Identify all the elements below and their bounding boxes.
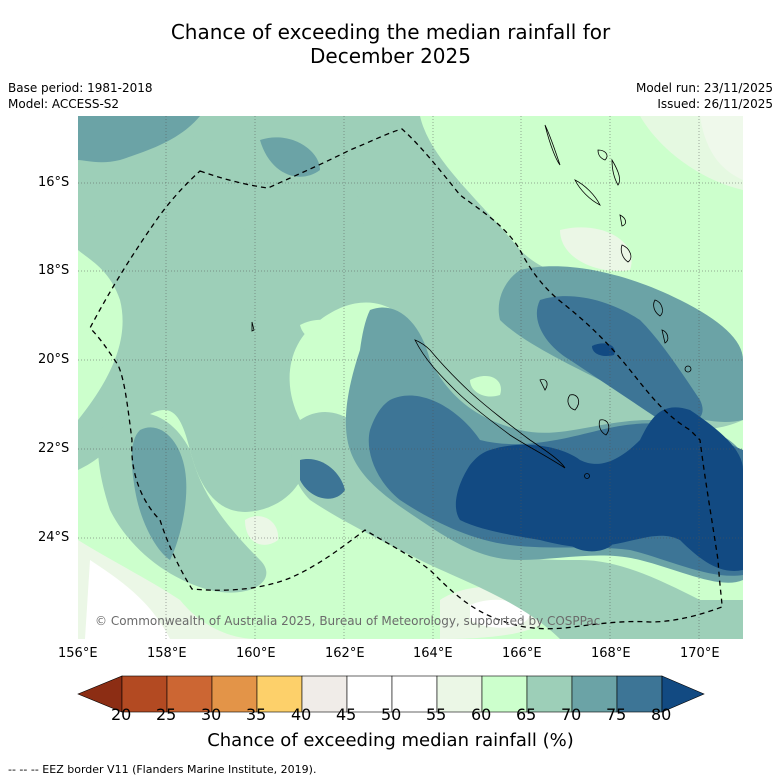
contour-75-80-patch xyxy=(300,459,345,499)
colorbar-label: Chance of exceeding median rainfall (%) xyxy=(207,730,574,751)
cb-tick-55: 55 xyxy=(426,705,447,724)
contour-65-70-south xyxy=(291,411,743,639)
contour-60-65-patch-2 xyxy=(470,375,501,397)
lon-tick-170e: 170°E xyxy=(680,646,720,661)
lon-tick-164e: 164°E xyxy=(413,646,453,661)
vanuatu-aneityum xyxy=(661,329,669,344)
colorbar-20-25 xyxy=(121,675,168,713)
contour-65-70-north xyxy=(78,127,365,253)
issued-date: Issued: 26/11/2025 xyxy=(657,97,773,111)
colorbar-35-40 xyxy=(256,675,303,713)
coastlines xyxy=(251,124,692,479)
new-caledonia-coast xyxy=(414,339,566,469)
contour-70-75-north xyxy=(260,137,320,177)
vanuatu-north xyxy=(544,124,561,166)
contour-60-65-patch-3 xyxy=(300,319,345,342)
cb-tick-60: 60 xyxy=(471,705,492,724)
contour-80-plus-patch xyxy=(592,343,615,356)
lon-tick-168e: 168°E xyxy=(591,646,631,661)
loyalty-island-2 xyxy=(567,394,580,411)
colorbar-75-80 xyxy=(616,675,663,713)
colorbar-30-35 xyxy=(211,675,258,713)
contour-60-65-patch xyxy=(330,358,356,387)
vanuatu-south-islet xyxy=(653,299,663,317)
eez-border xyxy=(89,128,723,630)
lat-tick-20s: 20°S xyxy=(38,352,70,367)
colorbar-extend-high xyxy=(661,675,705,713)
cb-tick-50: 50 xyxy=(381,705,402,724)
cb-tick-70: 70 xyxy=(561,705,582,724)
lat-tick-24s: 24°S xyxy=(38,530,70,545)
contour-70-75-west xyxy=(131,427,187,560)
lat-tick-22s: 22°S xyxy=(38,441,70,456)
lat-tick-18s: 18°S xyxy=(38,263,70,278)
cb-tick-35: 35 xyxy=(246,705,267,724)
colorbar-65-70 xyxy=(526,675,573,713)
cb-tick-20: 20 xyxy=(111,705,132,724)
vanuatu-islet-1 xyxy=(597,149,608,161)
vanuatu-santo xyxy=(574,179,601,206)
vanuatu-tanna xyxy=(620,244,632,263)
islet-east xyxy=(684,365,692,373)
contour-50-55-south xyxy=(470,599,530,628)
lon-tick-166e: 166°E xyxy=(502,646,542,661)
lon-tick-156e: 156°E xyxy=(58,646,98,661)
cb-tick-80: 80 xyxy=(651,705,672,724)
contour-50-55-sw xyxy=(85,560,170,639)
map-title-line1: Chance of exceeding the median rainfall … xyxy=(170,20,611,44)
cb-tick-65: 65 xyxy=(516,705,537,724)
contour-55-60-patch xyxy=(245,516,279,545)
colorbar-70-75 xyxy=(571,675,618,713)
eez-footnote: -- -- -- EEZ border V11 (Flanders Marine… xyxy=(8,763,317,776)
islet-chesterfield xyxy=(251,321,255,332)
base-period: Base period: 1981-2018 xyxy=(8,81,153,95)
islet-isle-of-pines xyxy=(584,473,590,479)
contour-55-60-ne xyxy=(640,116,743,190)
vanuatu-efate xyxy=(619,214,626,227)
copyright-notice: © Commonwealth of Australia 2025, Bureau… xyxy=(95,614,601,628)
contour-70-75-nw xyxy=(78,116,200,163)
colorbar-25-30 xyxy=(166,675,213,713)
probability-contours xyxy=(78,116,743,639)
vanuatu-malekula xyxy=(611,158,620,186)
lon-tick-160e: 160°E xyxy=(236,646,276,661)
model-run: Model run: 23/11/2025 xyxy=(635,81,773,95)
colorbar xyxy=(77,675,705,713)
contour-75-80-ne xyxy=(536,296,703,424)
colorbar-50-55 xyxy=(391,675,438,713)
cb-tick-25: 25 xyxy=(156,705,177,724)
colorbar-40-45 xyxy=(301,675,348,713)
loyalty-island-1 xyxy=(539,379,548,391)
cb-tick-30: 30 xyxy=(201,705,222,724)
cb-tick-75: 75 xyxy=(606,705,627,724)
loyalty-island-3 xyxy=(598,419,610,436)
lon-tick-158e: 158°E xyxy=(147,646,187,661)
map-title-line2: December 2025 xyxy=(310,44,471,68)
cb-tick-45: 45 xyxy=(336,705,357,724)
graticule xyxy=(78,116,743,639)
contour-80-plus xyxy=(455,407,743,571)
lat-tick-16s: 16°S xyxy=(38,175,70,190)
colorbar-45-50 xyxy=(346,675,393,713)
cb-tick-40: 40 xyxy=(291,705,312,724)
lon-tick-162e: 162°E xyxy=(325,646,365,661)
colorbar-55-60 xyxy=(436,675,483,713)
model-name: Model: ACCESS-S2 xyxy=(8,97,120,111)
colorbar-60-65 xyxy=(481,675,528,713)
contour-55-60-east xyxy=(560,227,632,271)
